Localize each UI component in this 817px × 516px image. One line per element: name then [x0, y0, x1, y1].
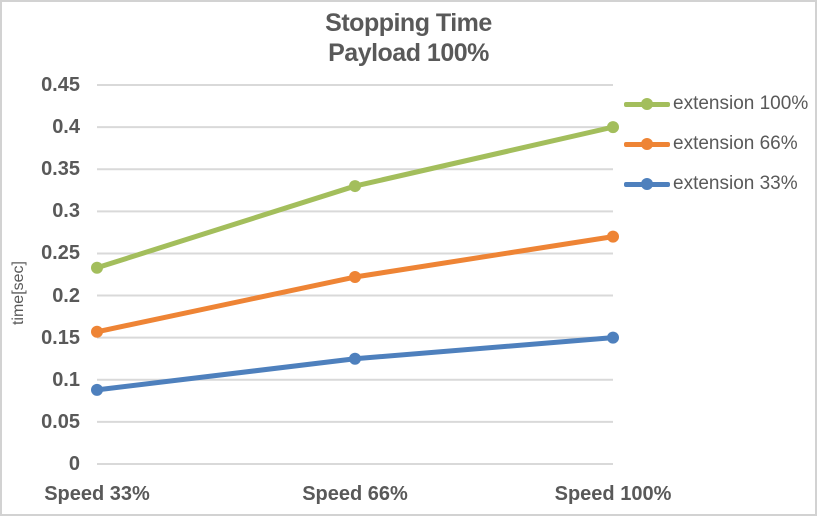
y-tick-label: 0.05 [41, 410, 80, 433]
x-tick-label: Speed 66% [302, 483, 408, 505]
legend-item-extension-66: extension 66% [624, 131, 808, 157]
x-tick-label: Speed 33% [44, 483, 150, 505]
legend: extension 100% extension 66% extension 3… [624, 91, 808, 197]
x-tick-label: Speed 100% [554, 483, 672, 505]
chart-title: Stopping Time [325, 9, 492, 37]
line-marker-icon [624, 131, 670, 157]
legend-item-extension-100: extension 100% [624, 91, 808, 117]
chart-title-block: Stopping Time Payload 100% [2, 8, 815, 68]
y-tick-label: 0.3 [52, 200, 80, 223]
plot-area [91, 84, 619, 465]
y-tick-label: 0.1 [52, 368, 80, 391]
y-tick-label: 0.4 [52, 116, 80, 139]
chart-subtitle: Payload 100% [328, 39, 489, 67]
legend-label: extension 66% [673, 133, 798, 154]
legend-item-extension-33: extension 33% [624, 171, 808, 197]
y-tick-label: 0.15 [41, 326, 80, 349]
legend-label: extension 33% [673, 173, 798, 194]
y-tick-label: 0.25 [41, 242, 80, 265]
line-marker-icon [624, 171, 670, 197]
legend-label: extension 100% [673, 93, 809, 114]
y-tick-label: 0.2 [52, 284, 80, 307]
line-marker-icon [624, 91, 670, 117]
y-tick-label: 0.35 [41, 158, 80, 181]
y-tick-label: 0.45 [41, 74, 80, 96]
y-tick-label: 0 [68, 453, 80, 475]
